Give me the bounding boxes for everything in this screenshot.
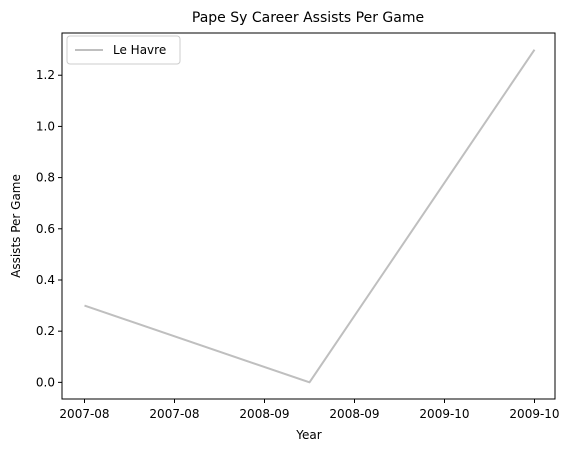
plot-frame [61, 32, 556, 400]
x-tick-label: 2008-09 [329, 407, 379, 421]
chart-title: Pape Sy Career Assists Per Game [192, 10, 424, 26]
y-tick-label: 1.2 [36, 68, 55, 82]
plot-area [84, 49, 536, 384]
y-tick-label: 0.6 [36, 222, 55, 236]
y-axis-label: Assists Per Game [9, 174, 23, 278]
x-tick-label: 2008-09 [239, 407, 289, 421]
y-tick-label: 1.0 [36, 119, 55, 133]
legend-box [66, 35, 181, 65]
y-tick-label: 0.4 [36, 273, 55, 287]
legend-label: Le Havre [113, 43, 166, 57]
legend: Le Havre [66, 35, 181, 65]
x-tick-label: 2009-10 [419, 407, 469, 421]
y-tick-label: 0.2 [36, 324, 55, 338]
x-tick-label: 2007-08 [149, 407, 199, 421]
y-tick-label: 0.8 [36, 171, 55, 185]
axes: 0.0 0.2 0.4 0.6 0.8 1.0 1.2 2007-08 2007-08 2008-… [36, 32, 560, 421]
x-tick-label: 2007-08 [59, 407, 109, 421]
x-axis-label: Year [295, 428, 321, 442]
y-tick-label: 0.0 [36, 375, 55, 389]
x-tick-label: 2009-10 [509, 407, 559, 421]
